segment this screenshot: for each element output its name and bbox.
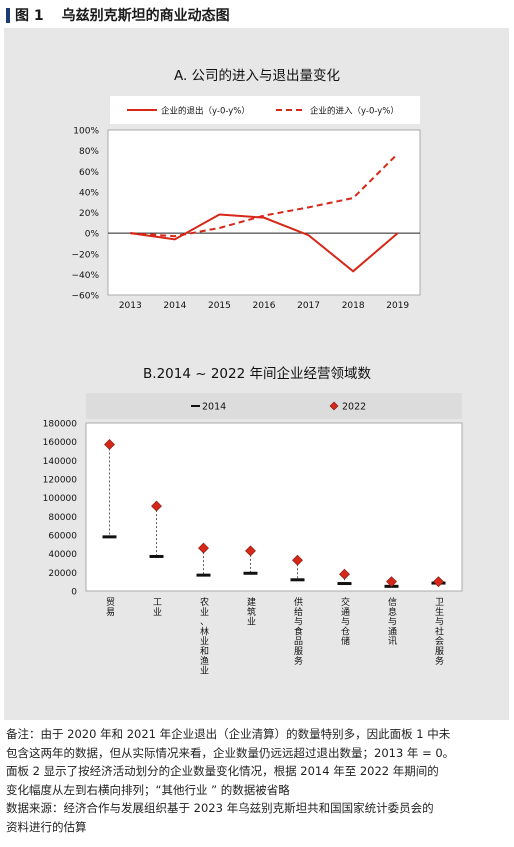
marker-2022 — [198, 542, 209, 554]
chart-b-y-tick-label: 20000 — [48, 569, 77, 579]
chart-b-y-tick-label: 120000 — [43, 476, 78, 486]
legend-label-2014: 2014 — [202, 402, 226, 413]
chart-b-category-label: 交通与仓储 — [341, 596, 350, 647]
chart-b-plot-area — [85, 422, 463, 592]
marker-2022 — [433, 576, 444, 588]
chart-b-y-tick-label: 100000 — [43, 494, 78, 504]
chart-b-y-tick-label: 160000 — [43, 438, 78, 448]
series-line-entry — [130, 153, 399, 238]
chart-a-y-tick-label: 0% — [85, 230, 100, 240]
legend-label-entry: 企业的进入（y-0-y%） — [310, 106, 399, 117]
chart-a-y-tick-label: 20% — [79, 209, 99, 219]
chart-b-legend-box — [86, 393, 462, 419]
chart-b-y-tick-label: 140000 — [43, 457, 78, 467]
chart-a-y-tick-label: −20% — [71, 250, 99, 260]
chart-a-x-tick-label: 2015 — [208, 301, 231, 311]
source-line: 数据来源：经济合作与发展组织基于 2023 年乌兹别克斯坦共和国国家统计委员会的 — [6, 801, 434, 815]
chart-a-x-tick-label: 2018 — [342, 301, 365, 311]
marker-2022 — [104, 439, 115, 450]
chart-a-plot-area — [107, 129, 421, 296]
note-line: 面板 2 显示了按经济活动划分的企业数量变化情况，根据 2014 年至 2022… — [6, 764, 439, 778]
chart-b-title: B.2014 ~ 2022 年间企业经营领域数 — [143, 365, 371, 382]
chart-a-y-tick-label: 40% — [79, 188, 99, 198]
chart-b-y-tick-label: 180000 — [43, 420, 78, 430]
marker-2022 — [245, 545, 256, 557]
chart-b-category-label: 供给与食品服务 — [294, 596, 303, 667]
chart-b-y-tick-label: 40000 — [48, 550, 77, 560]
figure-notes: 备注：由于 2020 年和 2021 年企业退出（企业清算）的数量特别多，因此面… — [6, 725, 510, 836]
legend-swatch-2022 — [329, 401, 339, 411]
note-line: 包含这两年的数据，但从实际情况来看，企业数量仍远远超过退出数量；2013 年 =… — [6, 745, 455, 760]
series-line-exit — [130, 213, 399, 273]
chart-b-category-label: 贸易 — [106, 596, 115, 618]
chart-b-category-label: 信息与通讯 — [388, 596, 397, 647]
chart-b-category-label: 建筑业 — [247, 596, 256, 628]
chart-b-category-label: 卫生与社会服务 — [435, 598, 444, 667]
note-line: 变化幅度从左到右横向排列；“其他行业 ” 的数据被省略 — [6, 782, 290, 797]
marker-2022 — [339, 568, 350, 580]
chart-a-y-tick-label: −40% — [71, 271, 99, 281]
chart-a-y-tick-label: −60% — [71, 292, 99, 302]
chart-a-x-tick-label: 2014 — [163, 301, 186, 311]
source-line: 资料进行的估算 — [6, 819, 87, 834]
chart-b-category-label: 工业 — [153, 598, 162, 618]
figure-title-text: 乌兹别克斯坦的商业动态图 — [61, 8, 230, 24]
note-line: 备注：由于 2020 年和 2021 年企业退出（企业清算）的数量特别多，因此面… — [6, 727, 451, 741]
legend-label-2022: 2022 — [342, 402, 366, 413]
chart-a-y-tick-label: 100% — [73, 127, 99, 137]
marker-2022 — [386, 576, 397, 588]
chart-b-y-tick-label: 80000 — [48, 513, 77, 523]
chart-a-x-tick-label: 2017 — [297, 301, 320, 311]
figure-number: 图 1 — [15, 8, 44, 24]
chart-a-legend-box — [110, 96, 420, 124]
chart-b-category-label: 农业、林业和渔业 — [200, 596, 209, 677]
chart-a-x-tick-label: 2019 — [386, 301, 409, 311]
chart-a-title: A. 公司的进入与退出量变化 — [174, 68, 340, 84]
figure-title: 图 1 乌兹别克斯坦的商业动态图 — [6, 5, 230, 25]
chart-a-y-tick-label: 60% — [79, 168, 99, 178]
chart-b-y-tick-label: 0 — [71, 588, 77, 598]
chart-a-x-tick-label: 2016 — [253, 301, 276, 311]
chart-a-y-tick-label: 80% — [79, 147, 99, 157]
chart-b-y-tick-label: 60000 — [48, 532, 77, 542]
chart-a-x-tick-label: 2013 — [119, 301, 142, 311]
legend-label-exit: 企业的退出（y-0-y%） — [161, 106, 250, 117]
title-accent-bar — [6, 7, 10, 23]
marker-2022 — [151, 500, 162, 512]
marker-2022 — [292, 554, 303, 566]
